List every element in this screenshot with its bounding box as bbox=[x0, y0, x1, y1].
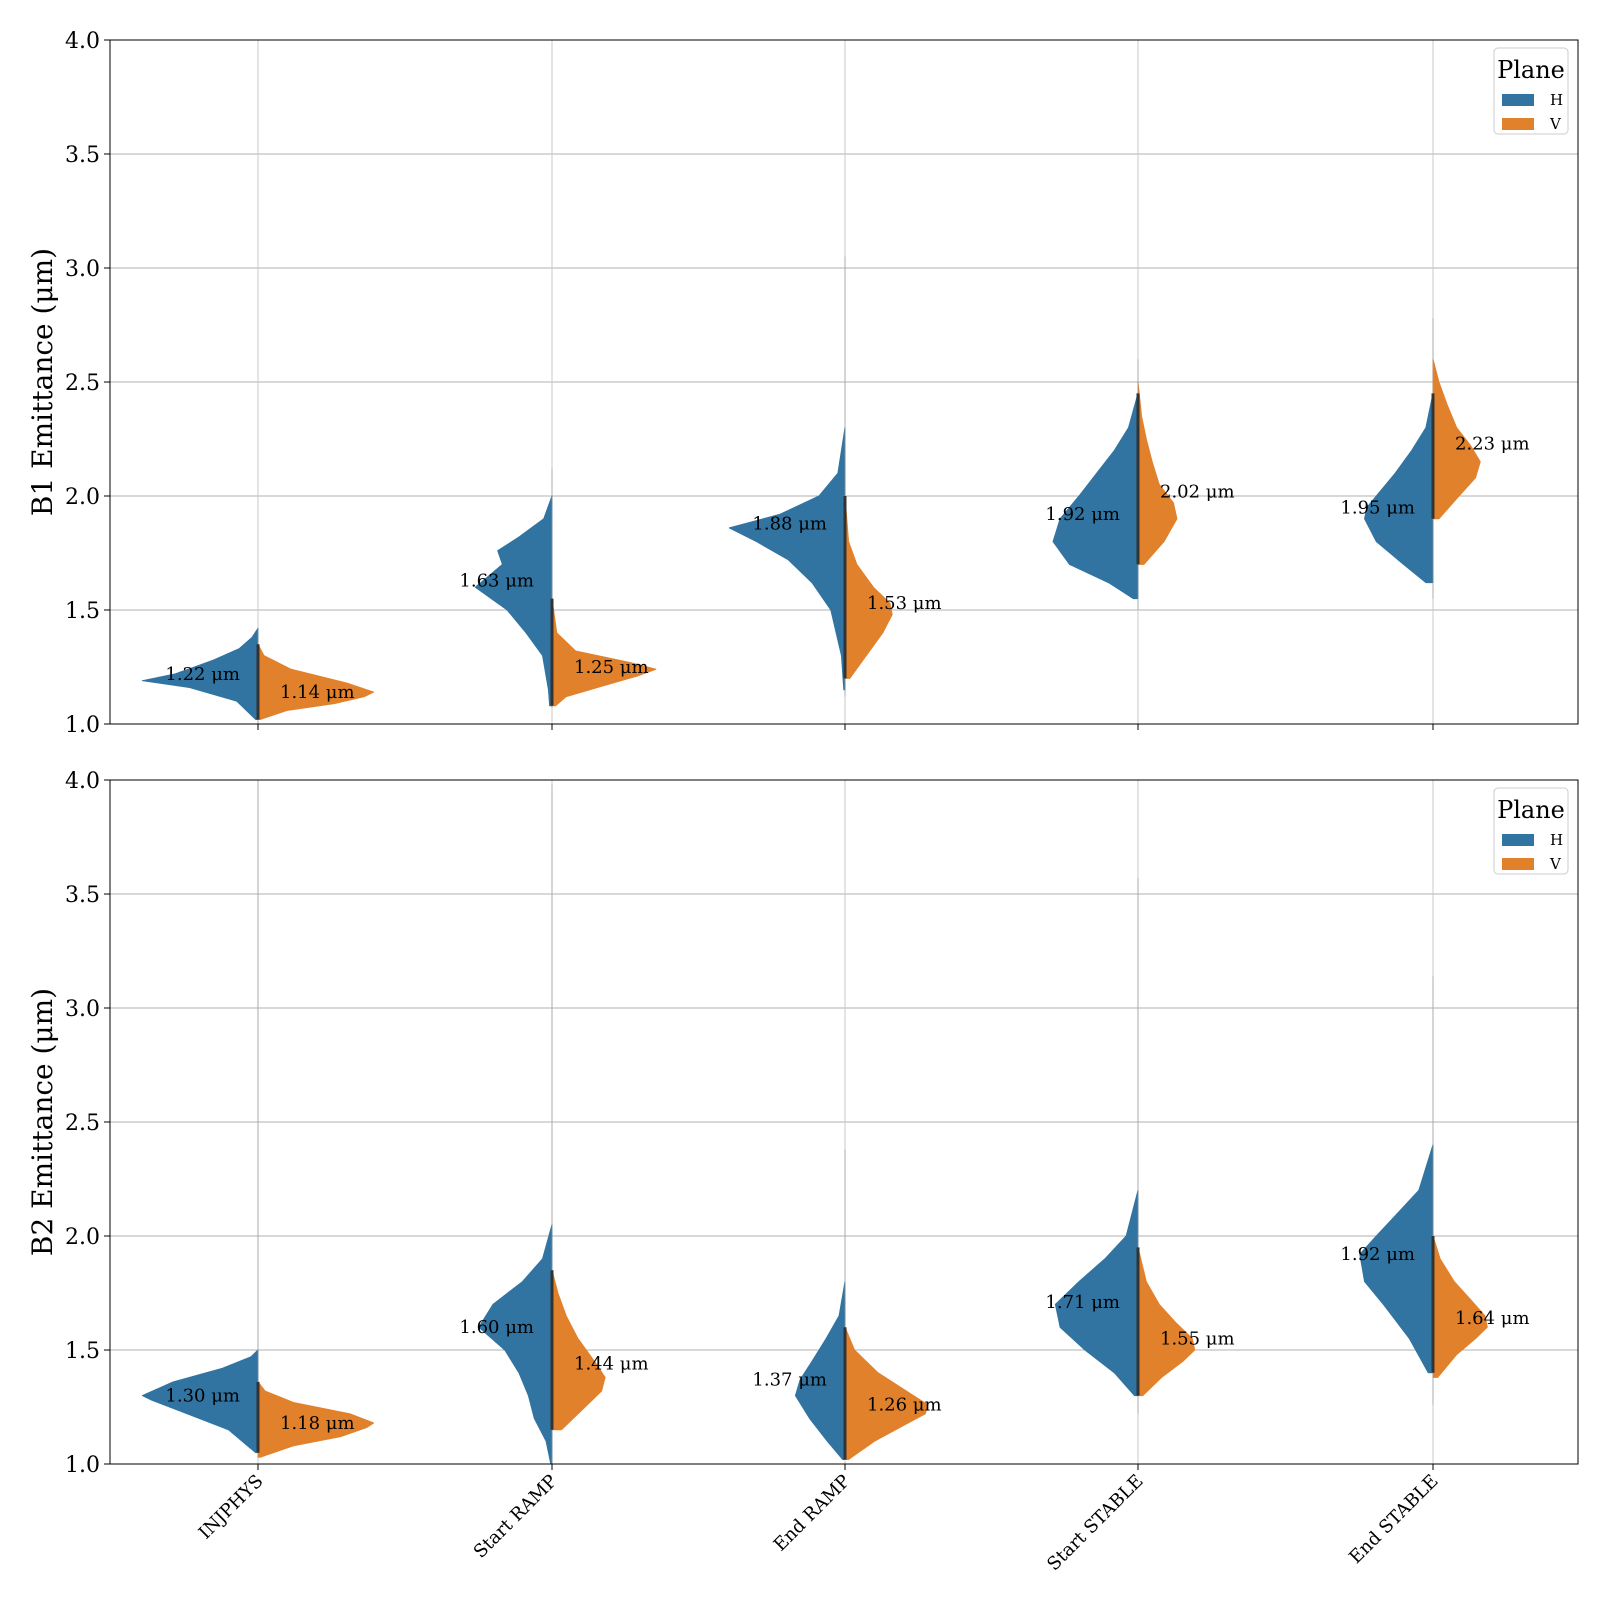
violin-half-h-start-stable bbox=[1052, 392, 1139, 600]
violin-half-h-end-stable bbox=[1359, 1144, 1434, 1374]
legend-swatch-v bbox=[1502, 118, 1534, 130]
panel-1: 1.0 1.5 2.0 2.5 3.0 3.5 4.0 1.22 μm 1.63 μm 1.88 … bbox=[26, 29, 1579, 738]
violin-half-v-end-stable bbox=[1432, 358, 1481, 520]
legend-swatch-h bbox=[1502, 94, 1534, 106]
axes-frame bbox=[109, 779, 1579, 1465]
median-label-v: 1.14 μm bbox=[280, 682, 355, 703]
y-axis-label: B1 Emittance (μm) bbox=[26, 248, 59, 516]
y-tick-label: 1.0 bbox=[65, 1453, 100, 1478]
violin-half-h-injphys bbox=[141, 627, 259, 720]
legend-frame bbox=[1493, 787, 1569, 875]
legend-label-v: V bbox=[1549, 855, 1562, 873]
legend-swatch-h bbox=[1502, 834, 1534, 846]
violin-half-v-start-stable bbox=[1137, 381, 1178, 565]
median-label-v: 1.64 μm bbox=[1455, 1308, 1530, 1329]
x-category-label: End RAMP bbox=[770, 1471, 855, 1556]
median-label-v: 1.53 μm bbox=[867, 593, 942, 614]
median-label-h: 1.30 μm bbox=[165, 1386, 240, 1407]
violin-half-h-end-stable bbox=[1364, 392, 1434, 584]
median-label-h: 1.22 μm bbox=[165, 664, 240, 685]
y-axis-label: B2 Emittance (μm) bbox=[26, 988, 59, 1256]
x-category-label: Start RAMP bbox=[470, 1471, 562, 1563]
median-label-v: 2.23 μm bbox=[1455, 434, 1530, 455]
violin-half-h-start-ramp bbox=[478, 1224, 553, 1465]
median-label-h: 1.92 μm bbox=[1045, 504, 1120, 525]
y-tick-label: 2.0 bbox=[65, 1225, 100, 1250]
median-label-v: 1.55 μm bbox=[1160, 1329, 1235, 1350]
y-tick-label: 4.0 bbox=[65, 769, 100, 794]
median-label-v: 1.25 μm bbox=[574, 657, 649, 678]
y-tick-label: 1.5 bbox=[65, 599, 100, 624]
y-tick-label: 3.0 bbox=[65, 257, 100, 282]
violin-half-v-end-ramp bbox=[844, 495, 893, 679]
violin-half-h-injphys bbox=[141, 1349, 259, 1454]
median-label-v: 1.44 μm bbox=[574, 1354, 649, 1375]
median-label-v: 1.18 μm bbox=[280, 1413, 355, 1434]
violin-half-v-injphys bbox=[257, 1381, 375, 1458]
median-label-h: 1.92 μm bbox=[1340, 1244, 1415, 1265]
legend-label-h: H bbox=[1550, 831, 1563, 849]
legend-title: Plane bbox=[1497, 796, 1565, 824]
violin-half-h-end-ramp bbox=[794, 1281, 846, 1460]
median-label-h: 1.60 μm bbox=[459, 1317, 534, 1338]
panel-2: 1.0 1.5 2.0 2.5 3.0 3.5 4.0 1.30 μm 1.60 μm 1.37 … bbox=[26, 769, 1579, 1575]
median-label-h: 1.37 μm bbox=[752, 1370, 827, 1391]
y-tick-label: 3.5 bbox=[65, 143, 100, 168]
legend-label-v: V bbox=[1549, 115, 1562, 133]
median-label-v: 2.02 μm bbox=[1160, 481, 1235, 502]
y-tick-label: 2.5 bbox=[65, 1111, 100, 1136]
y-tick-label: 1.0 bbox=[65, 713, 100, 738]
legend-frame bbox=[1493, 47, 1569, 135]
legend: Plane HV bbox=[1493, 787, 1569, 875]
violin-half-h-start-stable bbox=[1054, 1189, 1139, 1397]
violin-half-v-start-ramp bbox=[551, 598, 657, 707]
violin-half-v-start-stable bbox=[1137, 1246, 1196, 1397]
median-label-h: 1.63 μm bbox=[459, 570, 534, 591]
x-category-label: INJPHYS bbox=[195, 1471, 268, 1544]
y-tick-label: 3.0 bbox=[65, 997, 100, 1022]
violin-half-v-start-ramp bbox=[551, 1269, 606, 1431]
y-tick-label: 3.5 bbox=[65, 883, 100, 908]
y-tick-label: 2.5 bbox=[65, 371, 100, 396]
median-label-v: 1.26 μm bbox=[867, 1395, 942, 1416]
median-label-h: 1.88 μm bbox=[752, 513, 827, 534]
x-category-label: Start STABLE bbox=[1043, 1471, 1147, 1575]
median-label-h: 1.95 μm bbox=[1340, 497, 1415, 518]
y-tick-label: 2.0 bbox=[65, 485, 100, 510]
legend-title: Plane bbox=[1497, 56, 1565, 84]
violin-half-h-start-ramp bbox=[474, 495, 553, 707]
y-tick-label: 1.5 bbox=[65, 1339, 100, 1364]
violin-half-h-end-ramp bbox=[728, 427, 846, 691]
axes-frame bbox=[109, 39, 1579, 725]
legend-swatch-v bbox=[1502, 858, 1534, 870]
median-label-h: 1.71 μm bbox=[1045, 1292, 1120, 1313]
legend: Plane HV bbox=[1493, 47, 1569, 135]
violin-half-v-end-ramp bbox=[844, 1326, 929, 1460]
legend-label-h: H bbox=[1550, 91, 1563, 109]
y-tick-label: 4.0 bbox=[65, 29, 100, 54]
violin-half-v-end-stable bbox=[1432, 1235, 1488, 1378]
x-category-label: End STABLE bbox=[1345, 1471, 1442, 1568]
violin-half-v-injphys bbox=[257, 643, 375, 720]
